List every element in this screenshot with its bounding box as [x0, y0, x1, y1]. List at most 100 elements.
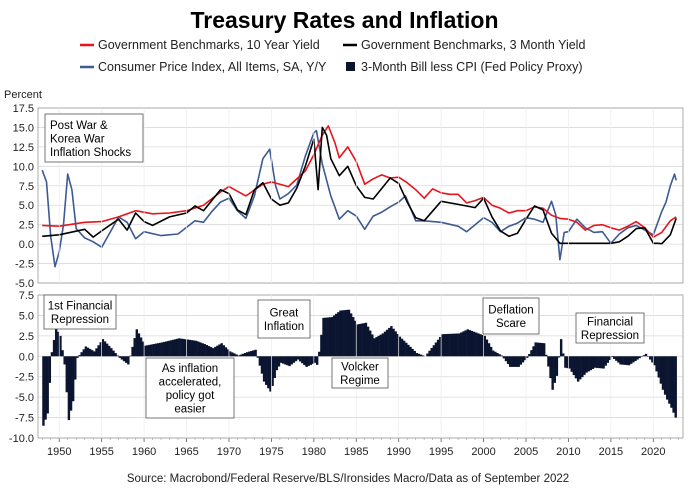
policy-proxy-bar [530, 350, 533, 357]
policy-proxy-bar [612, 356, 616, 359]
policy-proxy-bar [555, 356, 559, 376]
policy-proxy-bar [209, 347, 213, 357]
policy-proxy-bar [653, 356, 656, 366]
policy-proxy-bar [464, 330, 467, 357]
policy-proxy-bar [375, 337, 378, 357]
policy-proxy-bar [354, 320, 357, 357]
policy-proxy-bar [568, 356, 571, 369]
annotation-box [145, 357, 235, 419]
policy-proxy-bar [122, 356, 126, 362]
policy-proxy-bar [67, 356, 71, 421]
series-bars-3-month-bill-less-cpi-fed-policy-proxy [42, 309, 677, 426]
policy-proxy-bar [504, 356, 508, 362]
policy-proxy-bar [549, 356, 552, 379]
policy-proxy-bar [581, 356, 584, 378]
policy-proxy-bar [303, 356, 306, 366]
policy-proxy-bar [663, 356, 667, 395]
policy-proxy-bar [131, 346, 134, 357]
policy-proxy-bar [570, 356, 573, 372]
policy-proxy-bar [88, 348, 92, 357]
policy-proxy-bar [419, 354, 423, 357]
source-note: Source: Macrobond/Federal Reserve/BLS/Ir… [127, 473, 569, 485]
policy-proxy-bar [511, 356, 514, 367]
policy-proxy-bar [163, 341, 166, 357]
annotation-text: easier [174, 404, 205, 416]
policy-proxy-bar [651, 356, 654, 363]
policy-proxy-bar [52, 339, 56, 357]
policy-proxy-bar [385, 329, 389, 357]
policy-proxy-bar [84, 346, 88, 357]
policy-proxy-bar [71, 356, 75, 402]
policy-proxy-bar [409, 346, 412, 357]
policy-proxy-bar [540, 343, 544, 357]
policy-proxy-bar [101, 339, 105, 357]
policy-proxy-bar [301, 356, 304, 364]
policy-proxy-bar [636, 356, 639, 360]
policy-proxy-bar [373, 338, 376, 357]
policy-proxy-bar [260, 356, 264, 374]
policy-proxy-bar [657, 356, 660, 378]
annotation-box [575, 312, 645, 344]
policy-proxy-bar [156, 343, 160, 357]
policy-proxy-bar [432, 345, 436, 357]
annotation-text: Post War & [50, 120, 108, 132]
x-tick-label: 1970 [217, 446, 241, 458]
policy-proxy-bar [332, 315, 336, 357]
policy-proxy-bar [623, 356, 627, 365]
policy-proxy-bar [95, 348, 98, 357]
policy-proxy-bar [252, 350, 255, 357]
policy-proxy-bar [343, 310, 346, 357]
top-panel: 17.5 15.0 12.5 10.0 7.5 5.0 2.5 0.0 -2.5 -5.0 Perc… [4, 89, 684, 290]
policy-proxy-bar [180, 338, 183, 357]
policy-proxy-bar [487, 343, 491, 357]
x-tick-label: 2015 [599, 446, 623, 458]
policy-proxy-bar [587, 356, 590, 372]
policy-proxy-bar [44, 356, 47, 420]
policy-proxy-bar [472, 331, 476, 357]
legend-swatch [346, 62, 355, 71]
policy-proxy-bar [328, 317, 332, 357]
policy-proxy-bar [436, 339, 440, 357]
policy-proxy-bar [54, 327, 58, 357]
policy-proxy-bar [383, 331, 387, 357]
policy-proxy-bar [330, 317, 334, 357]
policy-proxy-bar [368, 330, 372, 357]
policy-proxy-bar [116, 355, 119, 357]
policy-proxy-bar [615, 356, 618, 361]
policy-proxy-bar [394, 331, 397, 357]
policy-proxy-bar [445, 334, 448, 357]
policy-proxy-bar [621, 356, 624, 365]
policy-proxy-bar [625, 356, 629, 366]
annotation-text: Korea War [50, 133, 105, 145]
policy-proxy-bar [392, 328, 395, 357]
policy-proxy-bar [405, 342, 408, 357]
policy-proxy-bar [199, 342, 202, 357]
policy-proxy-bar [364, 322, 368, 357]
annotation-text: Great [270, 308, 300, 320]
y-tick-label: 5.0 [19, 310, 34, 322]
policy-proxy-bar [381, 333, 385, 357]
x-tick-label: 1980 [302, 446, 326, 458]
policy-proxy-bar [396, 334, 399, 357]
y-tick-label: 5.0 [19, 200, 34, 212]
policy-proxy-bar [282, 356, 285, 364]
legend-label: Government Benchmarks, 3 Month Yield [361, 38, 585, 52]
policy-proxy-bar [604, 356, 607, 366]
policy-proxy-bar [91, 350, 94, 357]
policy-proxy-bar [356, 324, 359, 357]
x-tick-label: 1960 [132, 446, 156, 458]
policy-proxy-bar [57, 331, 60, 357]
annotation-post-war: Post War &Korea War Inflation Shocks [44, 113, 144, 163]
chart-title: Treasury Rates and Inflation [190, 7, 498, 33]
policy-proxy-bar [619, 356, 622, 365]
policy-proxy-bar [462, 331, 465, 357]
policy-proxy-bar [112, 350, 115, 357]
policy-proxy-bar [538, 342, 542, 357]
policy-proxy-bar [345, 309, 349, 357]
policy-proxy-bar [536, 342, 540, 357]
policy-proxy-bar [439, 336, 442, 357]
policy-proxy-bar [275, 356, 279, 371]
policy-proxy-bar [271, 356, 274, 386]
policy-proxy-bar [498, 354, 501, 357]
policy-proxy-bar [506, 356, 510, 365]
